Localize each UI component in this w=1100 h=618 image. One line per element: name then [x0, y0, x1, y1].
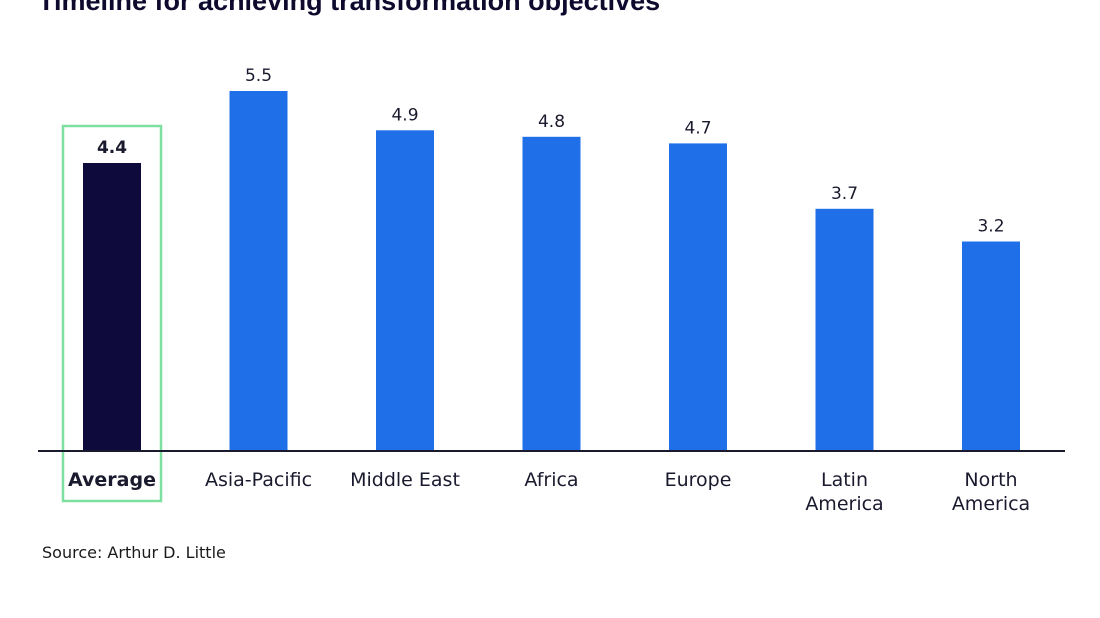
value-label: 3.7: [831, 184, 858, 204]
bar-africa: [522, 136, 581, 452]
category-label: Africa: [524, 469, 578, 491]
value-label: 4.9: [391, 105, 418, 125]
value-label: 5.5: [245, 66, 272, 86]
category-label: Asia-Pacific: [205, 469, 312, 491]
chart-title: Timeline for achieving transformation ob…: [38, 0, 661, 16]
bar-latin-america: [815, 208, 874, 451]
bar-asia-pacific: [229, 91, 288, 451]
bar-europe: [669, 143, 727, 451]
bar-middle east: [376, 130, 434, 452]
category-label: America: [952, 493, 1030, 515]
value-label: 4.8: [538, 112, 565, 132]
highlight-layer: [61, 124, 163, 503]
category-label: North: [964, 469, 1017, 491]
category-label: Europe: [665, 469, 732, 491]
value-label: 4.4: [97, 138, 127, 158]
value-label: 3.2: [977, 217, 1004, 237]
bar-north-america: [962, 241, 1020, 451]
category-label: Middle East: [350, 469, 460, 491]
bars-layer: [83, 91, 1020, 452]
value-label: 4.7: [684, 118, 711, 138]
category-label: Latin: [821, 469, 868, 491]
highlight-box: [61, 124, 163, 503]
source-note: Source: Arthur D. Little: [42, 543, 226, 562]
category-label: America: [805, 493, 883, 515]
labels-layer: 4.4 Average 5.5 Asia-Pacific 4.9 Middle East 4…: [68, 66, 1030, 515]
category-label: Average: [68, 469, 156, 491]
bar-average: [83, 163, 141, 451]
